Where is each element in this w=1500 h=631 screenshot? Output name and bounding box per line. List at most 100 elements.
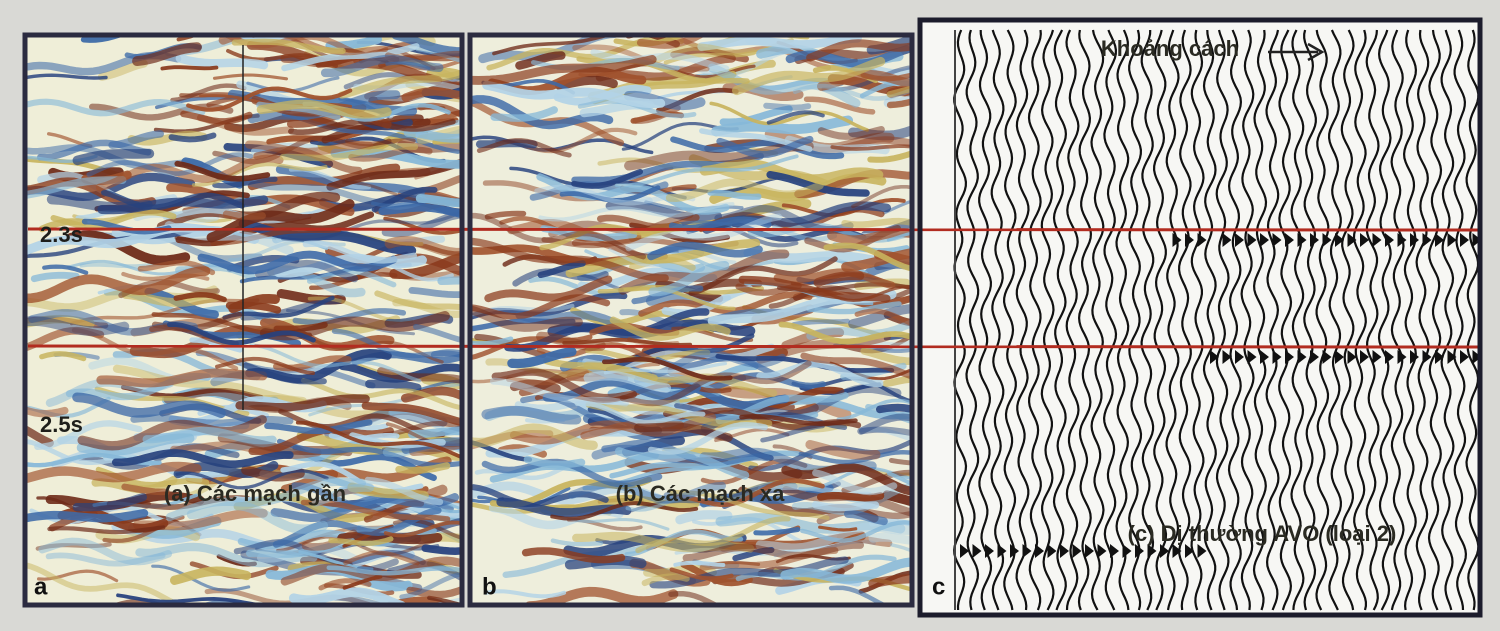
reflector [624, 529, 744, 557]
reflector [197, 250, 398, 275]
reflector [364, 476, 444, 506]
reflector [470, 212, 647, 260]
reflector [25, 266, 211, 304]
reflector [888, 457, 912, 466]
trace-peak [1472, 350, 1480, 364]
trace-peak [1047, 544, 1057, 558]
trace [1115, 29, 1130, 611]
panel-letter: c [932, 573, 945, 600]
trace-peak [1247, 233, 1257, 247]
reflector [602, 356, 733, 381]
reflector [869, 518, 912, 527]
reflector [843, 509, 888, 526]
reflector [97, 195, 269, 215]
trace-peak [1447, 233, 1457, 247]
trace-peak [1410, 350, 1419, 364]
trace [1190, 29, 1205, 611]
reflector [383, 216, 462, 235]
reflector [482, 80, 666, 109]
reflector [400, 445, 462, 461]
reflector [343, 550, 420, 566]
trace-peak [1460, 233, 1469, 247]
reflector [151, 564, 251, 592]
reflector [491, 368, 637, 402]
reflector [559, 185, 661, 203]
reflector [361, 401, 462, 427]
trace [1128, 29, 1143, 611]
reflector [805, 440, 881, 460]
trace-peak [1372, 233, 1382, 247]
reflector [72, 148, 155, 166]
trace-peak [1322, 233, 1332, 247]
reflector [851, 184, 912, 209]
reflector [66, 230, 191, 266]
reflector [880, 295, 912, 304]
reflector [665, 178, 824, 202]
reflector [699, 159, 884, 185]
reflector [670, 136, 845, 160]
reflector [854, 308, 912, 327]
reflector [102, 515, 185, 544]
reflector [636, 35, 708, 49]
reflector [112, 364, 307, 406]
reflector [329, 594, 393, 605]
reflector [111, 449, 294, 469]
trace-peak [1072, 544, 1082, 558]
reflector [806, 319, 912, 340]
reflector [36, 139, 152, 161]
trace [1352, 29, 1367, 611]
seismic-near [25, 35, 462, 605]
reflector [165, 477, 367, 521]
reflector [625, 213, 783, 252]
trace [1040, 29, 1055, 611]
reflector [427, 595, 462, 605]
trace-peak [1235, 233, 1244, 247]
reflector [860, 347, 912, 366]
trace-peak [1222, 350, 1232, 364]
reflector [121, 290, 221, 307]
reflector [816, 491, 885, 502]
trace-peak [1360, 233, 1369, 247]
reflector [848, 303, 912, 329]
reflector [180, 110, 253, 125]
reflector [288, 587, 407, 605]
trace-peak [1285, 233, 1294, 247]
reflector [25, 98, 206, 117]
trace [1315, 29, 1330, 611]
trace [1377, 29, 1392, 611]
reflector [385, 61, 431, 70]
reflector [378, 203, 462, 219]
trace-peak [997, 544, 1007, 558]
reflector [739, 414, 858, 426]
reflector [328, 536, 394, 547]
reflector [72, 392, 226, 418]
reflector [164, 221, 294, 256]
trace [990, 29, 1005, 611]
trace-peak [1160, 544, 1169, 558]
reflector [132, 42, 202, 67]
reflector [521, 547, 626, 564]
caption: (b) Các mạch xa [616, 481, 785, 506]
reflector [470, 237, 669, 282]
trace-peak [1010, 544, 1019, 558]
reflector [311, 483, 375, 507]
reflector [798, 449, 912, 465]
trace-peak [1372, 350, 1382, 364]
reflector [800, 352, 912, 380]
reflector [572, 531, 755, 553]
reflector [673, 560, 726, 567]
trace [1303, 29, 1318, 611]
reflector [836, 398, 912, 422]
reflector [338, 69, 462, 99]
reflector [886, 231, 912, 242]
reflector [281, 43, 420, 72]
reflector [858, 426, 912, 442]
reflector [168, 132, 217, 143]
reflector [395, 462, 451, 474]
reflector [175, 54, 269, 70]
panel-c-frame [917, 17, 1483, 618]
reflector [383, 520, 462, 538]
trace-peak [1435, 350, 1444, 364]
trace-peak [972, 544, 982, 558]
reflector [381, 210, 462, 238]
